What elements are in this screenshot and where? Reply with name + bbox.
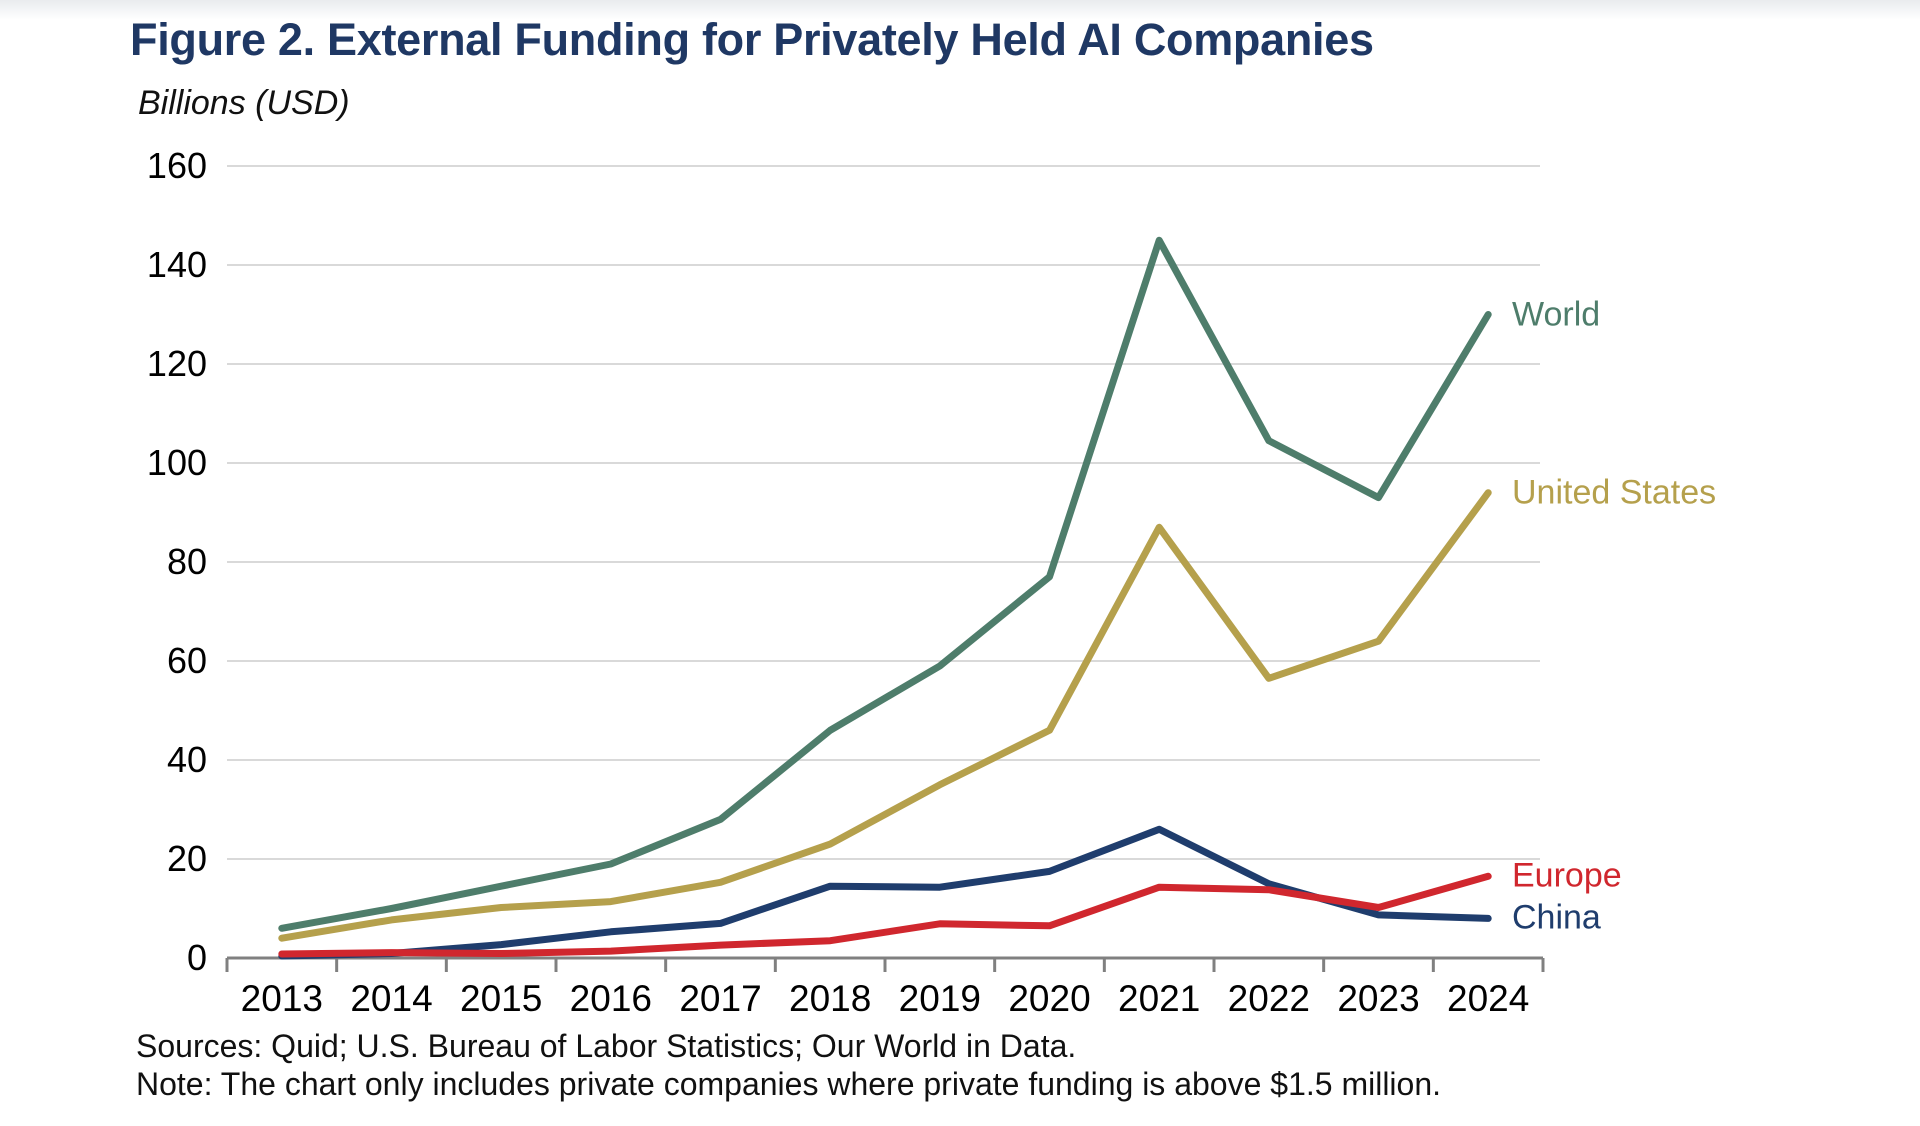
y-axis-tick-label-60: 60 [166, 640, 207, 681]
y-axis-unit-label: Billions (USD) [138, 84, 350, 122]
x-axis-tick-label-2018: 2018 [789, 978, 872, 1019]
y-axis-tick-label-120: 120 [146, 343, 207, 384]
note-text: Note: The chart only includes private co… [136, 1066, 1442, 1102]
x-axis-tick-label-2021: 2021 [1118, 978, 1201, 1019]
y-axis-tick-label-80: 80 [166, 541, 207, 582]
series-line-world [278, 236, 1492, 932]
series-line-united-states [278, 489, 1492, 942]
series-line-china [278, 825, 1492, 960]
series-end-label-europe: Europe [1512, 856, 1622, 895]
x-axis-tick-label-2017: 2017 [679, 978, 762, 1019]
x-axis-tick-label-2016: 2016 [569, 978, 652, 1019]
top-gradient-band [0, 0, 1920, 20]
y-axis-tick-label-20: 20 [166, 838, 207, 879]
series-end-label-world: World [1512, 295, 1601, 333]
y-axis-tick-label-100: 100 [146, 442, 207, 483]
x-axis-tick-label-2015: 2015 [460, 978, 543, 1019]
sources-text: Sources: Quid; U.S. Bureau of Labor Stat… [136, 1028, 1077, 1064]
x-axis-tick-label-2022: 2022 [1227, 978, 1310, 1019]
x-axis-tick-label-2023: 2023 [1337, 978, 1420, 1019]
series-line-europe [278, 872, 1492, 958]
series-end-label-united-states: United States [1512, 473, 1717, 512]
x-axis-tick-label-2024: 2024 [1447, 978, 1530, 1019]
y-axis-tick-label-140: 140 [146, 244, 207, 285]
x-axis-tick-label-2019: 2019 [898, 978, 981, 1019]
figure-title: Figure 2. External Funding for Privately… [130, 14, 1374, 65]
y-axis-tick-label-40: 40 [166, 739, 207, 780]
y-axis-tick-label-160: 160 [146, 145, 207, 186]
x-axis-tick-label-2020: 2020 [1008, 978, 1091, 1019]
x-axis-tick-label-2013: 2013 [240, 978, 323, 1019]
series-end-label-china: China [1512, 898, 1601, 937]
y-axis-tick-label-0: 0 [186, 937, 207, 978]
x-axis-tick-label-2014: 2014 [350, 978, 433, 1019]
